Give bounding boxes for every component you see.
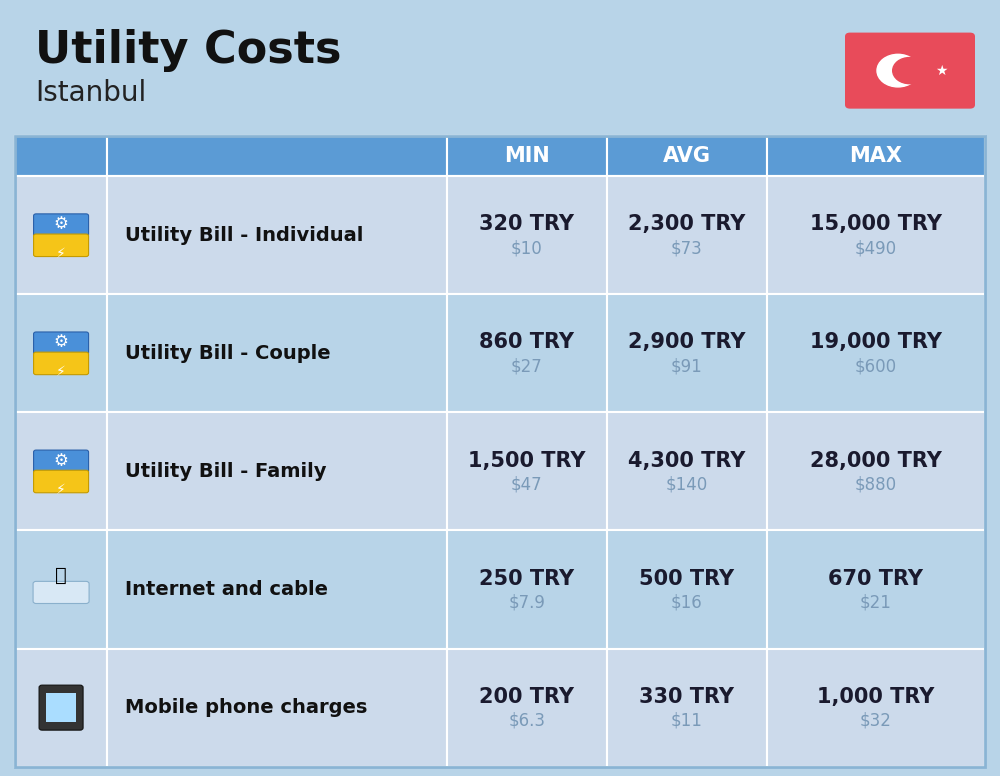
Text: MIN: MIN bbox=[504, 146, 550, 166]
Text: ⚙: ⚙ bbox=[54, 334, 69, 352]
FancyBboxPatch shape bbox=[15, 412, 107, 531]
Text: 15,000 TRY: 15,000 TRY bbox=[810, 214, 942, 234]
Text: Istanbul: Istanbul bbox=[35, 79, 146, 107]
Text: 500 TRY: 500 TRY bbox=[639, 569, 734, 589]
FancyBboxPatch shape bbox=[15, 294, 107, 412]
Text: $73: $73 bbox=[671, 240, 703, 258]
FancyBboxPatch shape bbox=[107, 649, 447, 767]
Text: MAX: MAX bbox=[849, 146, 902, 166]
Text: 860 TRY: 860 TRY bbox=[479, 332, 574, 352]
FancyBboxPatch shape bbox=[34, 234, 89, 257]
FancyBboxPatch shape bbox=[607, 176, 767, 294]
Text: 670 TRY: 670 TRY bbox=[828, 569, 923, 589]
FancyBboxPatch shape bbox=[767, 531, 985, 649]
FancyBboxPatch shape bbox=[15, 176, 107, 294]
FancyBboxPatch shape bbox=[447, 531, 607, 649]
Text: Utility Bill - Family: Utility Bill - Family bbox=[125, 462, 327, 481]
FancyBboxPatch shape bbox=[33, 581, 89, 604]
FancyBboxPatch shape bbox=[34, 214, 89, 237]
FancyBboxPatch shape bbox=[607, 531, 767, 649]
Text: $91: $91 bbox=[671, 358, 703, 376]
Text: ⚡: ⚡ bbox=[56, 365, 66, 379]
FancyBboxPatch shape bbox=[447, 176, 607, 294]
Text: 19,000 TRY: 19,000 TRY bbox=[810, 332, 942, 352]
Text: $27: $27 bbox=[511, 358, 543, 376]
FancyBboxPatch shape bbox=[107, 531, 447, 649]
Text: ⚙: ⚙ bbox=[54, 452, 69, 469]
FancyBboxPatch shape bbox=[447, 136, 607, 176]
FancyBboxPatch shape bbox=[107, 294, 447, 412]
FancyBboxPatch shape bbox=[767, 649, 985, 767]
FancyBboxPatch shape bbox=[447, 412, 607, 531]
FancyBboxPatch shape bbox=[607, 294, 767, 412]
Text: $47: $47 bbox=[511, 476, 542, 494]
FancyBboxPatch shape bbox=[39, 685, 83, 730]
Text: 📶: 📶 bbox=[55, 566, 67, 585]
FancyBboxPatch shape bbox=[107, 412, 447, 531]
Text: 2,900 TRY: 2,900 TRY bbox=[628, 332, 745, 352]
Text: $880: $880 bbox=[855, 476, 897, 494]
Text: $140: $140 bbox=[666, 476, 708, 494]
Text: Mobile phone charges: Mobile phone charges bbox=[125, 698, 368, 717]
FancyBboxPatch shape bbox=[107, 176, 447, 294]
Text: $7.9: $7.9 bbox=[508, 594, 545, 611]
Text: 1,500 TRY: 1,500 TRY bbox=[468, 451, 585, 470]
FancyBboxPatch shape bbox=[767, 294, 985, 412]
Text: 1,000 TRY: 1,000 TRY bbox=[817, 687, 935, 707]
FancyBboxPatch shape bbox=[607, 649, 767, 767]
FancyBboxPatch shape bbox=[34, 450, 89, 473]
Text: Internet and cable: Internet and cable bbox=[125, 580, 328, 599]
Text: 320 TRY: 320 TRY bbox=[479, 214, 574, 234]
FancyBboxPatch shape bbox=[15, 649, 107, 767]
Text: $10: $10 bbox=[511, 240, 543, 258]
Text: Utility Bill - Individual: Utility Bill - Individual bbox=[125, 226, 364, 244]
Circle shape bbox=[877, 54, 919, 87]
Circle shape bbox=[893, 57, 926, 84]
Text: Utility Bill - Couple: Utility Bill - Couple bbox=[125, 344, 331, 363]
Text: $490: $490 bbox=[855, 240, 897, 258]
Text: 200 TRY: 200 TRY bbox=[479, 687, 574, 707]
FancyBboxPatch shape bbox=[107, 136, 447, 176]
Text: Utility Costs: Utility Costs bbox=[35, 29, 342, 72]
FancyBboxPatch shape bbox=[447, 294, 607, 412]
Text: AVG: AVG bbox=[663, 146, 711, 166]
Text: $16: $16 bbox=[671, 594, 703, 611]
FancyBboxPatch shape bbox=[767, 176, 985, 294]
Text: 250 TRY: 250 TRY bbox=[479, 569, 574, 589]
FancyBboxPatch shape bbox=[34, 332, 89, 355]
Text: $21: $21 bbox=[860, 594, 892, 611]
FancyBboxPatch shape bbox=[607, 412, 767, 531]
FancyBboxPatch shape bbox=[15, 136, 107, 176]
Text: 4,300 TRY: 4,300 TRY bbox=[628, 451, 745, 470]
FancyBboxPatch shape bbox=[15, 531, 107, 649]
Text: ★: ★ bbox=[935, 64, 947, 78]
Text: 2,300 TRY: 2,300 TRY bbox=[628, 214, 745, 234]
Text: $32: $32 bbox=[860, 712, 892, 729]
FancyBboxPatch shape bbox=[34, 470, 89, 493]
Text: $6.3: $6.3 bbox=[508, 712, 545, 729]
Text: 28,000 TRY: 28,000 TRY bbox=[810, 451, 942, 470]
FancyBboxPatch shape bbox=[34, 352, 89, 375]
Text: 330 TRY: 330 TRY bbox=[639, 687, 734, 707]
Text: ⚡: ⚡ bbox=[56, 483, 66, 497]
FancyBboxPatch shape bbox=[767, 136, 985, 176]
Text: $11: $11 bbox=[671, 712, 703, 729]
Text: $600: $600 bbox=[855, 358, 897, 376]
FancyBboxPatch shape bbox=[607, 136, 767, 176]
FancyBboxPatch shape bbox=[767, 412, 985, 531]
Text: ⚙: ⚙ bbox=[54, 216, 69, 234]
Text: ⚡: ⚡ bbox=[56, 247, 66, 261]
FancyBboxPatch shape bbox=[845, 33, 975, 109]
FancyBboxPatch shape bbox=[447, 649, 607, 767]
FancyBboxPatch shape bbox=[46, 693, 76, 722]
